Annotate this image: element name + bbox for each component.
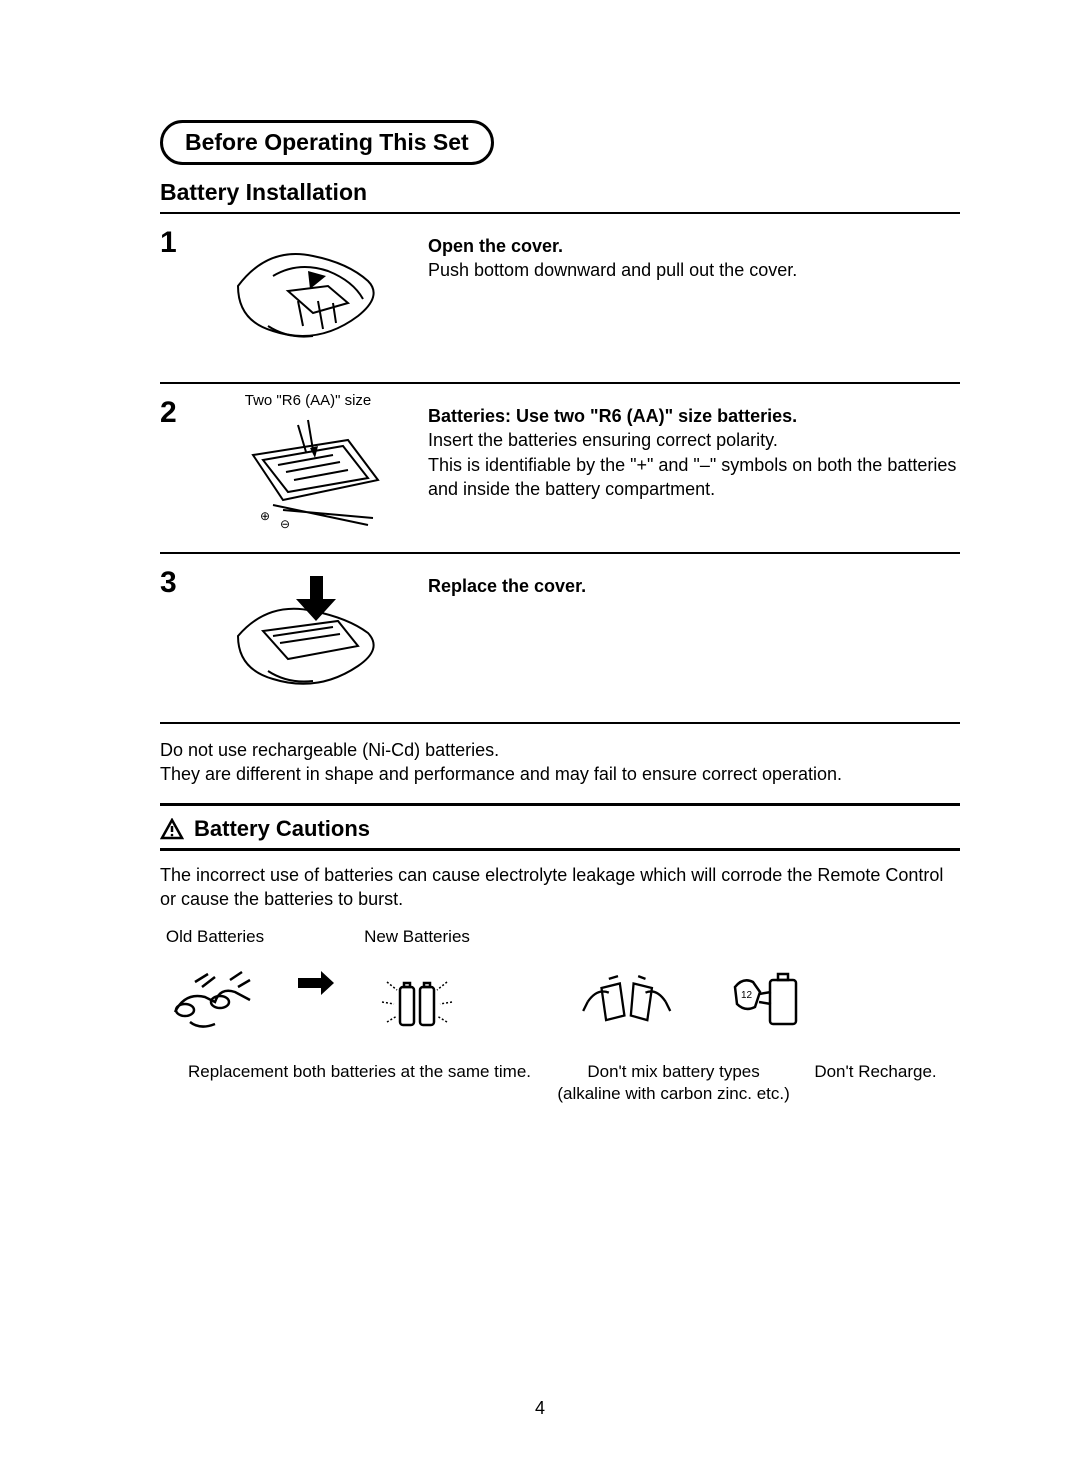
step-1-text: Open the cover. Push bottom downward and… [428, 226, 960, 283]
step-2-text: Batteries: Use two "R6 (AA)" size batter… [428, 396, 960, 501]
step-1-illustration [208, 226, 408, 366]
step-1: 1 Open the cover. Push bottom downward a… [160, 226, 960, 376]
old-batteries-icon [160, 959, 270, 1039]
step-2-title: Batteries: Use two "R6 (AA)" size batter… [428, 406, 797, 426]
section-title: Battery Installation [160, 179, 960, 206]
rechargeable-note: Do not use rechargeable (Ni-Cd) batterie… [160, 738, 960, 787]
step-number: 1 [160, 226, 188, 260]
recharge-icon: 12 [710, 959, 820, 1039]
caution-captions: Replacement both batteries at the same t… [160, 1061, 960, 1105]
arrow-icon [296, 968, 336, 998]
step-3-illustration [208, 566, 408, 706]
svg-text:⊖: ⊖ [280, 517, 290, 531]
cautions-heading: Battery Cautions [160, 816, 960, 842]
caption-replace: Replacement both batteries at the same t… [160, 1061, 556, 1083]
new-batteries-icon [362, 959, 472, 1039]
warning-icon [160, 818, 184, 840]
step-3-text: Replace the cover. [428, 566, 960, 598]
page-number: 4 [0, 1398, 1080, 1419]
divider [160, 552, 960, 554]
section-pill: Before Operating This Set [160, 120, 494, 165]
cautions-intro: The incorrect use of batteries can cause… [160, 863, 960, 912]
svg-text:⊕: ⊕ [260, 509, 270, 523]
new-batteries-col: New Batteries [362, 927, 472, 1039]
step-number: 2 [160, 396, 188, 430]
step-2-caption: Two "R6 (AA)" size [208, 392, 408, 409]
step-number: 3 [160, 566, 188, 600]
cautions-illustrations: Old Batteries New Batteries [160, 927, 960, 1039]
caption-recharge: Don't Recharge. [791, 1061, 960, 1083]
old-batteries-col: Old Batteries [160, 927, 270, 1039]
cautions-title: Battery Cautions [194, 816, 370, 842]
new-batteries-label: New Batteries [364, 927, 470, 947]
step-2-illustration: Two "R6 (AA)" size ⊕ ⊖ [208, 396, 408, 536]
recharge-col: 12 [710, 927, 820, 1039]
step-1-body: Push bottom downward and pull out the co… [428, 260, 797, 280]
mixed-types-icon [574, 959, 684, 1039]
svg-text:12: 12 [741, 990, 753, 1001]
caption-mix: Don't mix battery types (alkaline with c… [556, 1061, 791, 1105]
divider-thick [160, 803, 960, 806]
mixed-types-col [574, 927, 684, 1039]
manual-page: Before Operating This Set Battery Instal… [0, 0, 1080, 1165]
old-batteries-label: Old Batteries [166, 927, 264, 947]
divider [160, 722, 960, 724]
divider-thick [160, 848, 960, 851]
divider [160, 382, 960, 384]
step-3: 3 Replace the cover. [160, 566, 960, 716]
step-1-title: Open the cover. [428, 236, 563, 256]
divider [160, 212, 960, 214]
step-2: 2 Two "R6 (AA)" size ⊕ ⊖ Batteries: Use … [160, 396, 960, 546]
step-3-title: Replace the cover. [428, 576, 586, 596]
step-2-body: Insert the batteries ensuring correct po… [428, 430, 956, 499]
